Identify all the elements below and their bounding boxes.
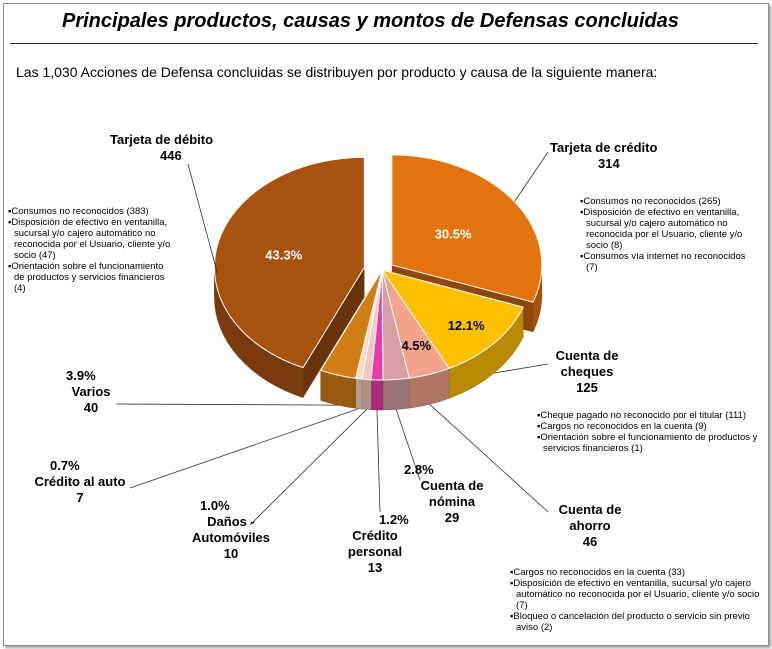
percent-label-debito: 43.3% xyxy=(265,248,302,263)
chart-subtitle: Las 1,030 Acciones de Defensa concluidas… xyxy=(16,64,658,80)
notes-cuenta-cheques: Cheque pagado no reconocido por el titul… xyxy=(537,410,759,454)
label-tarjeta-debito-value: 446 xyxy=(160,148,182,163)
label-danos-automoviles-value: 10 xyxy=(223,546,239,561)
notes-tarjeta-debito: Consumos no reconocidos (383) Disposició… xyxy=(8,206,176,294)
note-ahorro-2: Disposición de efectivo en ventanilla, s… xyxy=(510,578,760,611)
label-credito-personal-value: 13 xyxy=(367,560,383,575)
percent-label-ahorro: 4.5% xyxy=(401,338,431,353)
label-cuenta-nomina-name2: nómina xyxy=(428,494,476,509)
label-credito-auto-name: Crédito al auto xyxy=(34,474,126,489)
note-cheques-2: Cargos no reconocidos en la cuenta (9) xyxy=(537,421,759,432)
label-cuenta-nomina-name1: Cuenta de xyxy=(420,478,484,493)
percent-label-cheques: 12.1% xyxy=(448,318,485,333)
label-danos-automoviles-name2: Automóviles xyxy=(191,530,270,545)
label-cuenta-cheques-name1: Cuenta de xyxy=(555,348,619,363)
label-cuenta-cheques: Cuenta de cheques 125 xyxy=(550,348,624,396)
side-auto xyxy=(355,377,363,410)
slice-percent-labels: 30.5% 12.1% 4.5% 43.3% xyxy=(265,226,485,353)
note-debito-1: Consumos no reconocidos (383) xyxy=(8,206,176,217)
label-cuenta-ahorro-name1: Cuenta de xyxy=(558,502,622,517)
label-cuenta-nomina: 2.8% Cuenta de nómina 29 xyxy=(404,462,492,526)
label-cuenta-ahorro-name2: ahorro xyxy=(569,518,611,533)
side-personal xyxy=(370,379,384,411)
label-tarjeta-credito-value: 314 xyxy=(598,156,620,171)
note-credito-3: Consumos vía internet no reconocidos (7) xyxy=(580,251,748,273)
label-credito-auto: 0.7% Crédito al auto 7 xyxy=(28,458,132,506)
label-cuenta-nomina-value: 29 xyxy=(444,510,460,525)
leader-ahorro xyxy=(429,404,549,513)
slice-varios xyxy=(319,269,383,379)
title-divider xyxy=(10,43,758,44)
note-debito-2: Disposición de efectivo en ventanilla, s… xyxy=(8,217,176,261)
leader-auto xyxy=(129,408,359,489)
leader-personal xyxy=(376,409,381,513)
label-credito-auto-value: 7 xyxy=(76,490,84,505)
note-credito-1: Consumos no reconocidos (265) xyxy=(580,196,748,207)
label-cuenta-nomina-pct: 2.8% xyxy=(404,462,434,477)
notes-cuenta-ahorro: Cargos no reconocidos en la cuenta (33) … xyxy=(510,567,760,633)
slice-debito xyxy=(213,156,365,369)
label-credito-personal-name1: Crédito xyxy=(352,528,398,543)
note-credito-2: Disposición de efectivo en ventanilla, s… xyxy=(580,207,748,251)
leader-varios xyxy=(115,403,338,406)
label-tarjeta-debito-name: Tarjeta de débito xyxy=(110,132,214,147)
percent-label-credito_tarjeta: 30.5% xyxy=(435,226,472,241)
side-nomina xyxy=(382,377,410,411)
label-tarjeta-credito-name: Tarjeta de crédito xyxy=(550,140,658,155)
label-tarjeta-credito: Tarjeta de crédito 314 xyxy=(550,140,657,172)
leader-cheques xyxy=(494,363,549,374)
label-varios-name: Varios xyxy=(71,384,111,399)
note-cheques-1: Cheque pagado no reconocido por el titul… xyxy=(537,410,759,421)
slice-credito_tarjeta xyxy=(391,154,543,303)
label-credito-personal-pct: 1.2% xyxy=(379,512,409,527)
label-cuenta-ahorro: Cuenta de ahorro 46 xyxy=(552,502,628,550)
leader-danos xyxy=(249,409,367,526)
slice-cheques xyxy=(380,269,524,369)
label-tarjeta-debito: Tarjeta de débito 446 xyxy=(110,132,213,164)
label-credito-personal: 1.2% Crédito personal 13 xyxy=(335,512,415,576)
leader-lines xyxy=(115,151,549,526)
label-danos-automoviles-pct: 1.0% xyxy=(200,498,230,513)
label-cuenta-ahorro-value: 46 xyxy=(582,534,598,549)
note-ahorro-3: Bloqueo o cancelación del producto o ser… xyxy=(510,611,760,633)
label-credito-personal-name2: personal xyxy=(347,544,403,559)
side-danos xyxy=(361,378,372,410)
leader-nomina xyxy=(395,409,421,481)
note-debito-3: Orientación sobre el funcionamiento de p… xyxy=(8,261,176,294)
label-varios-value: 40 xyxy=(83,400,99,415)
label-cuenta-cheques-value: 125 xyxy=(576,380,598,395)
label-varios: 3.9% Varios 40 xyxy=(66,368,116,416)
pie-slices xyxy=(213,154,543,381)
leader-credito_tarjeta xyxy=(514,151,549,202)
wall-debito-0 xyxy=(303,267,365,398)
label-varios-pct: 3.9% xyxy=(66,368,96,383)
leader-debito xyxy=(187,163,219,275)
note-ahorro-1: Cargos no reconocidos en la cuenta (33) xyxy=(510,567,760,578)
label-danos-automoviles: 1.0% Daños - Automóviles 10 xyxy=(186,498,276,562)
label-credito-auto-pct: 0.7% xyxy=(50,458,80,473)
chart-title: Principales productos, causas y montos d… xyxy=(62,10,679,32)
notes-tarjeta-credito: Consumos no reconocidos (265) Disposició… xyxy=(580,196,748,273)
note-cheques-3: Orientación sobre el funcionamiento de p… xyxy=(537,432,759,454)
label-danos-automoviles-name1: Daños - xyxy=(207,514,255,529)
label-cuenta-cheques-name2: cheques xyxy=(560,364,614,379)
